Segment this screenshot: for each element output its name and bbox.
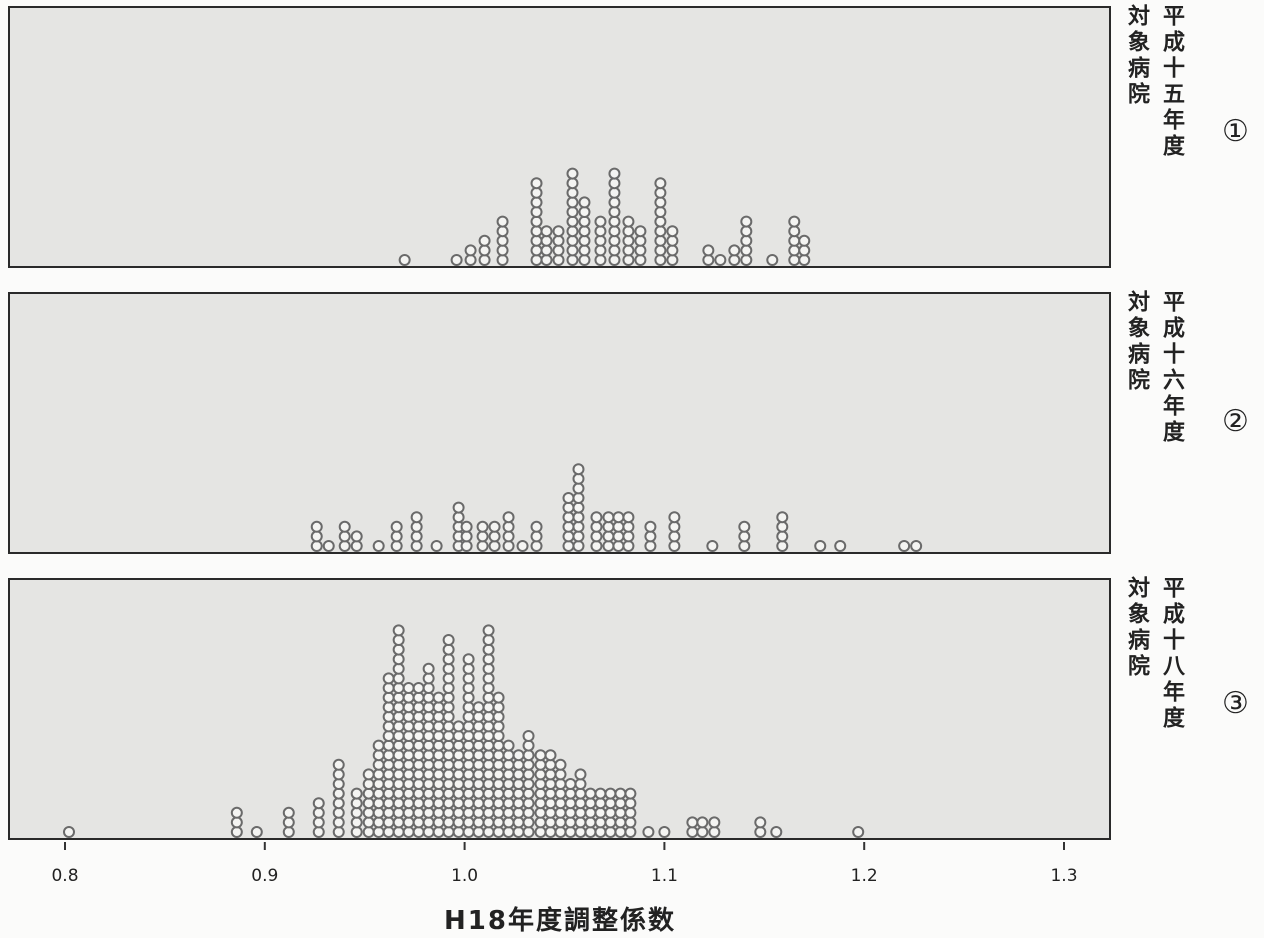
x-axis-title: H18年度調整係数 (0, 900, 1120, 937)
x-tick-label: 1.2 (851, 866, 878, 886)
x-axis: 0.8 0.9 1.0 1.1 1.2 1.3 (0, 0, 1264, 900)
x-tick-label: 0.9 (251, 866, 278, 886)
x-tick-label: 1.1 (651, 866, 678, 886)
x-tick-label: 1.0 (451, 866, 478, 886)
x-tick-label: 1.3 (1050, 866, 1077, 886)
x-tick-label: 0.8 (51, 866, 78, 886)
